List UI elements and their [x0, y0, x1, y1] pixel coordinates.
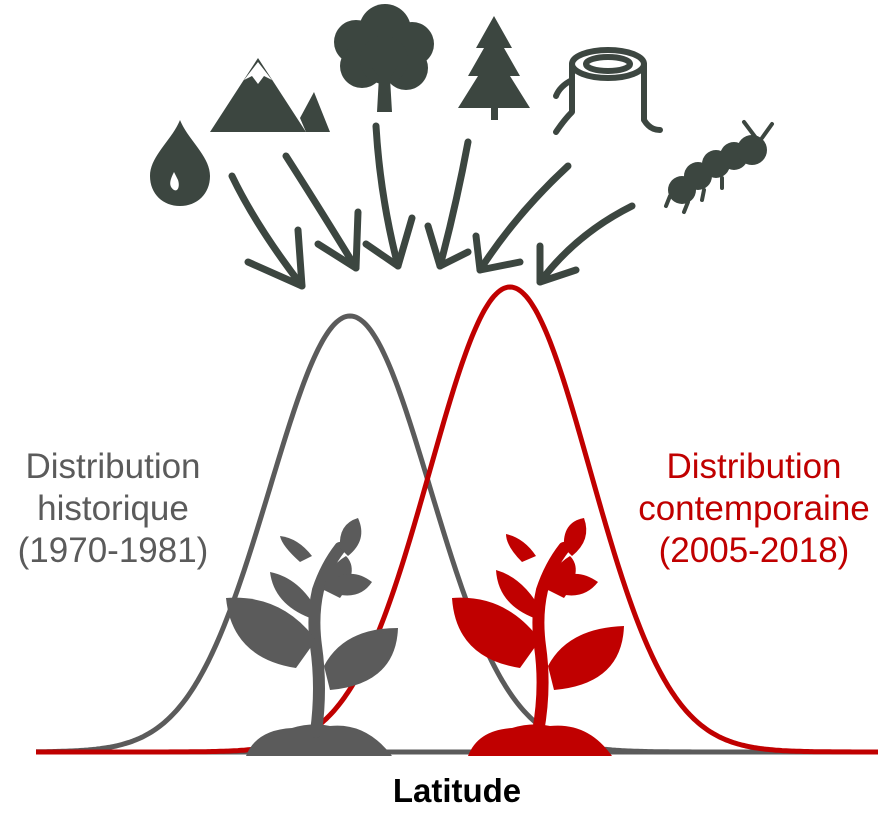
caterpillar-icon [664, 120, 774, 214]
tree-stump-icon [553, 47, 663, 135]
deciduous-tree-icon [334, 4, 434, 112]
arrow-from-conifer-tree [424, 138, 472, 270]
historical-label-line-3: (1970-1981) [17, 531, 209, 570]
contemporary-plant-icon [452, 518, 624, 756]
arrows-group [228, 122, 636, 290]
mountain-icon [210, 58, 330, 132]
arrow-from-caterpillar [536, 202, 636, 286]
historical-distribution-label: Distribution historique (1970-1981) [0, 446, 226, 572]
water-drop-icon [150, 120, 210, 206]
historical-distribution-curve [36, 313, 878, 755]
icons-row [150, 4, 774, 214]
historical-label-line-1: Distribution [25, 447, 201, 486]
conifer-tree-icon [458, 16, 530, 120]
arrow-from-water [228, 172, 306, 290]
arrow-from-stump [472, 162, 572, 274]
contemporary-label-line-3: (2005-2018) [658, 531, 850, 570]
arrow-from-mountain [282, 152, 362, 272]
historical-label-line-2: historique [37, 489, 189, 528]
contemporary-distribution-label: Distribution contemporaine (2005-2018) [612, 446, 896, 572]
x-axis-label: Latitude [392, 772, 522, 809]
contemporary-label-line-1: Distribution [666, 447, 842, 486]
arrow-from-deciduous-tree [362, 122, 416, 270]
historical-plant-icon [226, 518, 398, 756]
contemporary-distribution-curve [36, 284, 878, 755]
contemporary-label-line-2: contemporaine [638, 489, 870, 528]
